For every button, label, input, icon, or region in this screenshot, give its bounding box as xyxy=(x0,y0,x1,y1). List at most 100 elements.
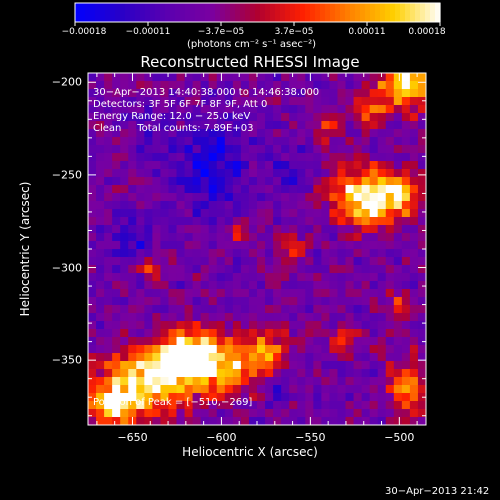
heatmap-cell xyxy=(184,81,194,90)
heatmap-cell xyxy=(313,73,322,82)
heatmap-cell xyxy=(289,161,298,170)
heatmap-cell xyxy=(128,169,137,178)
heatmap-cell xyxy=(361,177,371,186)
heatmap-cell xyxy=(353,113,363,122)
heatmap-cell xyxy=(240,129,250,138)
colorbar-segment xyxy=(330,3,336,22)
heatmap-cell xyxy=(232,73,242,82)
colorbar-segment xyxy=(365,3,371,22)
heatmap-cell xyxy=(160,121,169,130)
heatmap-cell xyxy=(329,97,338,106)
heatmap-cell xyxy=(377,121,387,130)
heatmap-cell xyxy=(393,217,403,226)
heatmap-cell xyxy=(409,393,419,402)
heatmap-cell xyxy=(120,337,129,346)
heatmap-cell xyxy=(216,185,226,194)
heatmap-cell xyxy=(232,137,242,146)
heatmap-cell xyxy=(273,257,282,266)
heatmap-cell xyxy=(257,241,266,250)
heatmap-cell xyxy=(345,113,355,122)
heatmap-cell xyxy=(361,81,371,90)
colorbar-segment xyxy=(395,3,401,22)
heatmap-cell xyxy=(208,401,218,410)
heatmap-cell xyxy=(240,289,250,298)
heatmap-cell xyxy=(96,329,105,338)
heatmap-cell xyxy=(240,353,250,362)
heatmap-cell xyxy=(289,265,298,274)
heatmap-cell xyxy=(305,289,314,298)
heatmap-cell xyxy=(361,281,371,290)
heatmap-cell xyxy=(409,193,419,202)
heatmap-cell xyxy=(160,137,169,146)
heatmap-cell xyxy=(361,417,371,426)
heatmap-cell xyxy=(289,217,298,226)
heatmap-cell xyxy=(120,177,129,186)
heatmap-cell xyxy=(361,121,371,130)
heatmap-cell xyxy=(265,225,274,234)
heatmap-cell xyxy=(168,201,178,210)
heatmap-cell xyxy=(192,353,202,362)
heatmap-cell xyxy=(393,345,403,354)
heatmap-cell xyxy=(369,393,379,402)
heatmap-cell xyxy=(248,121,258,130)
heatmap-cell xyxy=(313,81,322,90)
heatmap-cell xyxy=(240,385,250,394)
heatmap-cell xyxy=(200,161,210,170)
heatmap-cell xyxy=(240,369,250,378)
heatmap-cell xyxy=(305,225,314,234)
heatmap-cell xyxy=(289,73,298,82)
heatmap-cell xyxy=(200,257,210,266)
heatmap-cell xyxy=(88,169,97,178)
heatmap-cell xyxy=(208,329,218,338)
heatmap-cell xyxy=(96,121,105,130)
colorbar-segment xyxy=(290,3,296,22)
heatmap-cell xyxy=(377,361,387,370)
heatmap-cell xyxy=(208,97,218,106)
colorbar-segment xyxy=(240,3,246,22)
heatmap-cell xyxy=(337,273,347,282)
heatmap-cell xyxy=(377,97,387,106)
heatmap-cell xyxy=(257,161,266,170)
heatmap-cell xyxy=(136,393,145,402)
heatmap-cell xyxy=(321,377,330,386)
heatmap-cell xyxy=(96,233,105,242)
heatmap-cell xyxy=(128,137,137,146)
heatmap-cell xyxy=(192,233,202,242)
heatmap-cell xyxy=(345,145,355,154)
heatmap-cell xyxy=(120,129,129,138)
heatmap-cell xyxy=(128,121,137,130)
heatmap-cell xyxy=(321,137,330,146)
heatmap-cell xyxy=(144,385,153,394)
heatmap-cell xyxy=(313,353,322,362)
heatmap-cell xyxy=(184,321,194,330)
heatmap-cell xyxy=(361,241,371,250)
heatmap-cell xyxy=(401,297,411,306)
heatmap-cell xyxy=(361,129,371,138)
heatmap-cell xyxy=(224,265,234,274)
heatmap-cell xyxy=(128,329,137,338)
heatmap-cell xyxy=(104,161,113,170)
heatmap-cell xyxy=(136,377,145,386)
heatmap-cell xyxy=(96,289,105,298)
heatmap-cell xyxy=(329,113,338,122)
heatmap-cell xyxy=(144,225,153,234)
heatmap-cell xyxy=(120,225,129,234)
heatmap-cell xyxy=(321,393,330,402)
heatmap-cell xyxy=(273,385,282,394)
heatmap-cell xyxy=(401,377,411,386)
heatmap-cell xyxy=(168,401,178,410)
heatmap-cell xyxy=(337,337,347,346)
heatmap-cell xyxy=(248,313,258,322)
heatmap-cell xyxy=(232,201,242,210)
heatmap-cell xyxy=(144,305,153,314)
heatmap-cell xyxy=(88,313,97,322)
heatmap-cell xyxy=(265,409,274,418)
heatmap-cell xyxy=(224,225,234,234)
heatmap-cell xyxy=(297,193,306,202)
heatmap-cell xyxy=(240,321,250,330)
heatmap-cell xyxy=(152,249,161,258)
heatmap-cell xyxy=(321,417,330,426)
heatmap-cell xyxy=(385,129,395,138)
heatmap-cell xyxy=(88,345,97,354)
heatmap-cell xyxy=(144,289,153,298)
